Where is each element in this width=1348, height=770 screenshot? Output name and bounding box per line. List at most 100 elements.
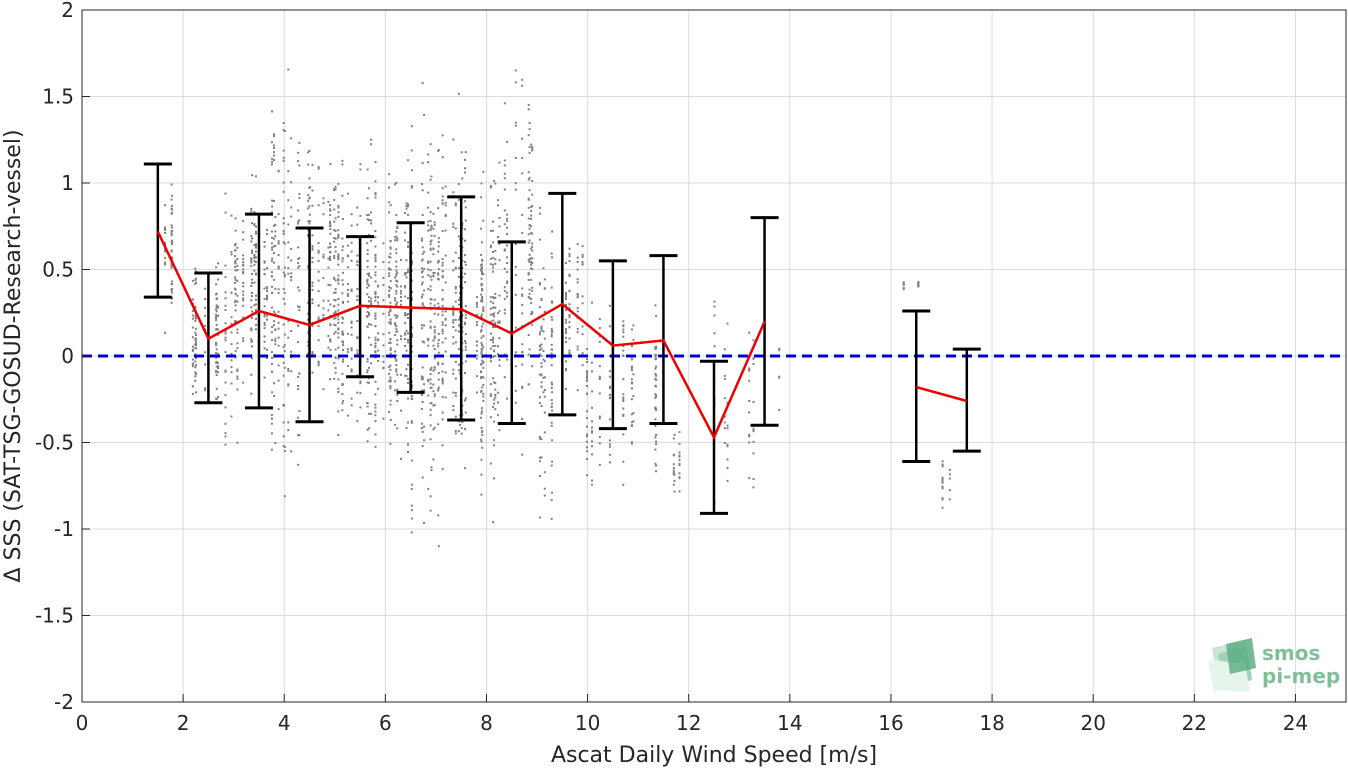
scatter-point-12-93 — [538, 281, 541, 284]
scatter-point-16-1 — [673, 433, 676, 436]
scatter-point-14-60 — [622, 354, 625, 357]
scatter-point-8-167 — [420, 327, 423, 330]
scatter-point-10-93 — [475, 324, 478, 326]
scatter-point-9-181 — [457, 318, 460, 321]
scatter-point-18-14 — [752, 430, 755, 433]
scatter-point-3-158 — [263, 260, 266, 263]
scatter-point-3-159 — [255, 261, 257, 264]
scatter-point-13-42 — [581, 364, 584, 367]
scatter-point-11-136 — [530, 232, 533, 235]
scatter-point-8-101 — [437, 313, 440, 316]
scatter-point-1-86 — [215, 361, 218, 364]
scatter-point-7-185 — [388, 272, 391, 275]
scatter-point-1-65 — [215, 319, 218, 322]
scatter-point-6-171 — [356, 260, 359, 263]
scatter-point-4-104 — [271, 110, 274, 113]
scatter-point-2-11 — [224, 422, 227, 425]
scatter-point-12-88 — [540, 298, 543, 301]
scatter-point-7-132 — [396, 400, 399, 402]
scatter-point-8-221 — [420, 422, 423, 425]
scatter-point-7-229 — [389, 347, 392, 350]
scatter-point-2-54 — [224, 339, 227, 342]
scatter-point-5-50 — [333, 255, 336, 257]
scatter-point-4-150 — [287, 368, 290, 370]
scatter-point-13-71 — [576, 261, 579, 263]
scatter-point-9-9 — [464, 167, 466, 170]
scatter-point-6-24 — [342, 358, 344, 361]
scatter-point-4-136 — [270, 417, 273, 420]
scatter-point-10-182 — [480, 284, 483, 287]
scatter-point-1-80 — [194, 371, 197, 374]
error-bar-0 — [143, 162, 172, 299]
scatter-point-5-84 — [333, 229, 336, 232]
scatter-point-9-167 — [454, 392, 457, 394]
scatter-point-4-31 — [287, 421, 290, 424]
scatter-point-9-149 — [464, 313, 467, 316]
scatter-point-8-113 — [437, 423, 440, 426]
scatter-point-6-12 — [368, 300, 370, 303]
scatter-point-7-109 — [388, 274, 391, 277]
scatter-point-5-194 — [329, 251, 331, 253]
scatter-point-10-86 — [482, 308, 485, 311]
scatter-point-6-36 — [366, 286, 369, 289]
scatter-point-17-28 — [726, 424, 729, 427]
scatter-point-11-148 — [527, 273, 530, 276]
scatter-point-5-88 — [311, 189, 314, 192]
scatter-point-17-0 — [723, 442, 726, 444]
scatter-point-7-206 — [395, 364, 398, 367]
scatter-point-8-196 — [437, 273, 440, 276]
scatter-point-11-41 — [531, 193, 534, 196]
scatter-point-9-111 — [452, 313, 455, 316]
scatter-point-3-7 — [266, 298, 268, 301]
scatter-point-7-146 — [394, 423, 397, 426]
scatter-point-5-152 — [322, 314, 325, 317]
scatter-point-12-89 — [551, 391, 554, 394]
scatter-point-5-55 — [311, 352, 314, 355]
scatter-point-1-77 — [204, 387, 207, 390]
scatter-point-11-133 — [498, 310, 501, 313]
scatter-point-11-69 — [521, 78, 524, 81]
scatter-point-7-70 — [394, 334, 397, 336]
scatter-point-4-52 — [282, 241, 285, 244]
scatter-point-13-65 — [568, 315, 571, 317]
scatter-point-8-143 — [421, 302, 424, 305]
scatter-point-11-66 — [503, 177, 506, 180]
scatter-point-13-21 — [581, 261, 584, 263]
scatter-point-8-82 — [410, 185, 413, 188]
scatter-point-6-200 — [337, 318, 340, 321]
scatter-point-6-3 — [341, 321, 344, 324]
scatter-point-4-56 — [277, 242, 280, 245]
scatter-point-12-23 — [538, 436, 541, 438]
scatter-point-7-157 — [404, 338, 407, 340]
scatter-point-11-159 — [521, 213, 524, 216]
scatter-point-7-145 — [389, 287, 392, 290]
scatter-point-2-23 — [230, 352, 233, 355]
scatter-point-6-188 — [341, 384, 344, 386]
scatter-point-11-6 — [514, 182, 517, 185]
scatter-point-5-5 — [329, 303, 332, 306]
scatter-point-18-12 — [748, 433, 751, 436]
scatter-point-4-158 — [271, 246, 274, 249]
scatter-point-1-116 — [215, 370, 218, 372]
scatter-point-14-47 — [586, 376, 588, 379]
scatter-point-8-128 — [429, 495, 432, 498]
scatter-point-14-43 — [622, 320, 625, 323]
scatter-point-15-60 — [655, 408, 658, 411]
scatter-point-4-36 — [297, 341, 300, 344]
scatter-point-10-106 — [494, 306, 497, 309]
scatter-point-2-15 — [224, 381, 227, 384]
scatter-point-11-154 — [528, 288, 531, 291]
scatter-point-16-19 — [678, 442, 681, 445]
scatter-point-9-191 — [454, 329, 457, 332]
scatter-point-16-23 — [678, 431, 681, 434]
scatter-point-12-81 — [543, 487, 546, 490]
scatter-point-5-9 — [311, 245, 314, 248]
scatter-point-8-154 — [429, 219, 432, 222]
scatter-point-7-173 — [382, 312, 385, 315]
scatter-point-8-232 — [437, 345, 440, 348]
scatter-point-11-88 — [528, 189, 531, 192]
scatter-point-3-102 — [263, 241, 266, 243]
scatter-point-2-48 — [230, 253, 233, 256]
scatter-point-4-80 — [297, 209, 300, 212]
scatter-point-20-4 — [948, 473, 951, 476]
